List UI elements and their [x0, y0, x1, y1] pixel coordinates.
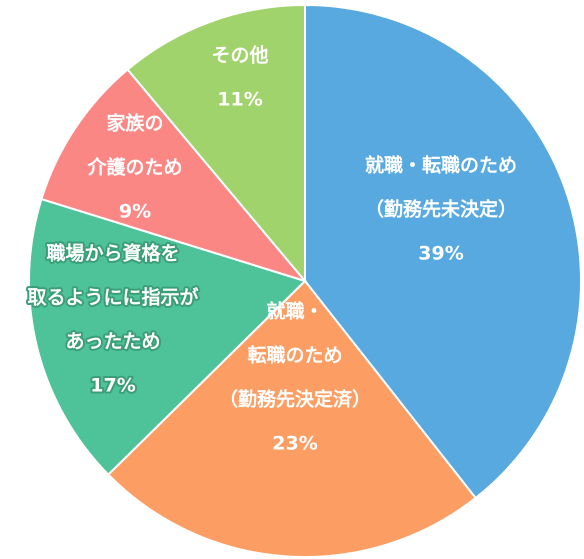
- pie-slice-2: [28, 197, 307, 477]
- slice-label-2-line-2: あったため: [65, 331, 160, 353]
- slice-label-2-line-0: 職場から資格を: [46, 242, 179, 265]
- pie-slice-0: [304, 3, 582, 500]
- pie-slices: [28, 3, 582, 558]
- slice-label-2-line-1: 取るようにに指示が: [27, 286, 198, 309]
- slice-label-3-line-2: 9%: [119, 201, 151, 223]
- pie-labels: 就職・転職のため（勤務先未決定）39%就職・転職のため（勤務先決定済）23%職場…: [25, 44, 517, 455]
- slice-label-4-line-1: 11%: [217, 89, 262, 111]
- slice-label-3-line-1: 介護のため: [86, 156, 182, 179]
- slice-label-4-line-0: その他: [211, 44, 268, 67]
- slice-label-1-line-3: 23%: [272, 433, 317, 455]
- slice-label-2-line-3: 17%: [90, 375, 135, 397]
- slice-label-0-line-0: 就職・転職のため: [365, 154, 517, 177]
- pie-slice-1: [106, 279, 478, 558]
- slice-label-1-line-0: 就職・: [266, 300, 323, 323]
- slice-label-0-line-1: （勤務先未決定）: [365, 198, 517, 221]
- slice-label-1-line-2: （勤務先決定済）: [219, 388, 371, 411]
- slice-label-0-line-2: 39%: [418, 243, 463, 265]
- pie-slice-4: [126, 3, 306, 284]
- slice-label-3-line-0: 家族の: [106, 112, 163, 135]
- pie-slice-3: [40, 68, 308, 283]
- slice-label-1-line-1: 転職のため: [247, 344, 342, 367]
